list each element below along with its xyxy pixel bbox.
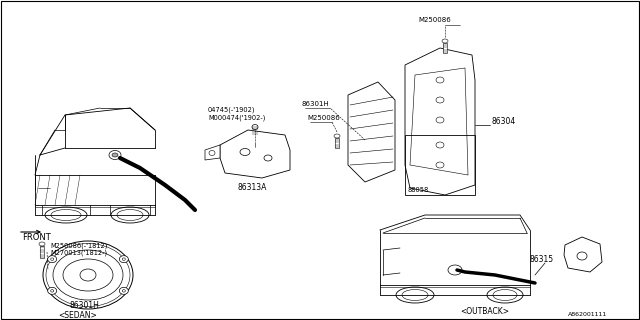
Ellipse shape: [109, 150, 121, 159]
Ellipse shape: [436, 162, 444, 168]
Text: 86313A: 86313A: [237, 183, 266, 193]
Polygon shape: [348, 82, 395, 182]
Ellipse shape: [119, 287, 128, 294]
Text: 86304: 86304: [492, 117, 516, 126]
Ellipse shape: [43, 241, 133, 309]
Ellipse shape: [51, 290, 54, 292]
Text: 88058: 88058: [408, 187, 429, 193]
Ellipse shape: [442, 39, 448, 43]
Ellipse shape: [51, 258, 54, 260]
Ellipse shape: [122, 258, 125, 260]
Ellipse shape: [39, 242, 45, 246]
Text: FRONT: FRONT: [22, 233, 51, 242]
Polygon shape: [220, 130, 290, 178]
Ellipse shape: [448, 265, 462, 275]
Polygon shape: [205, 145, 220, 160]
Text: 86315: 86315: [530, 254, 554, 263]
Polygon shape: [405, 48, 475, 195]
Ellipse shape: [264, 155, 272, 161]
Ellipse shape: [46, 244, 130, 307]
Ellipse shape: [48, 256, 57, 263]
Text: 86301H: 86301H: [302, 101, 330, 107]
Ellipse shape: [396, 287, 434, 303]
Ellipse shape: [436, 97, 444, 103]
Ellipse shape: [209, 150, 215, 156]
Ellipse shape: [252, 124, 258, 130]
Text: M250086: M250086: [418, 17, 451, 23]
Ellipse shape: [111, 207, 149, 223]
Ellipse shape: [577, 252, 587, 260]
Ellipse shape: [240, 148, 250, 156]
Bar: [405, 135, 475, 195]
Ellipse shape: [402, 290, 428, 300]
Ellipse shape: [436, 117, 444, 123]
Polygon shape: [564, 237, 602, 272]
Ellipse shape: [334, 134, 340, 138]
Ellipse shape: [119, 256, 128, 263]
Text: M000474('1902-): M000474('1902-): [208, 115, 266, 121]
Text: M250086: M250086: [307, 115, 340, 121]
Ellipse shape: [436, 142, 444, 148]
Ellipse shape: [51, 210, 81, 220]
Ellipse shape: [493, 290, 517, 300]
Text: A862001111: A862001111: [568, 311, 607, 316]
Bar: [335, 138, 339, 148]
Text: M270013('1812-): M270013('1812-): [50, 250, 107, 256]
Ellipse shape: [112, 153, 118, 157]
Text: <OUTBACK>: <OUTBACK>: [460, 308, 509, 316]
Ellipse shape: [122, 290, 125, 292]
Ellipse shape: [487, 287, 523, 303]
Ellipse shape: [436, 77, 444, 83]
Ellipse shape: [45, 207, 87, 223]
Bar: [443, 43, 447, 53]
Ellipse shape: [48, 287, 57, 294]
Text: 04745(-'1902): 04745(-'1902): [208, 107, 255, 113]
Text: 86301H: 86301H: [70, 301, 100, 310]
Text: <SEDAN>: <SEDAN>: [58, 310, 97, 319]
Text: M250086(-'1812): M250086(-'1812): [50, 243, 108, 249]
Ellipse shape: [117, 210, 143, 220]
Ellipse shape: [53, 250, 123, 300]
Bar: [40, 246, 44, 258]
Ellipse shape: [80, 269, 96, 281]
Ellipse shape: [63, 259, 113, 291]
